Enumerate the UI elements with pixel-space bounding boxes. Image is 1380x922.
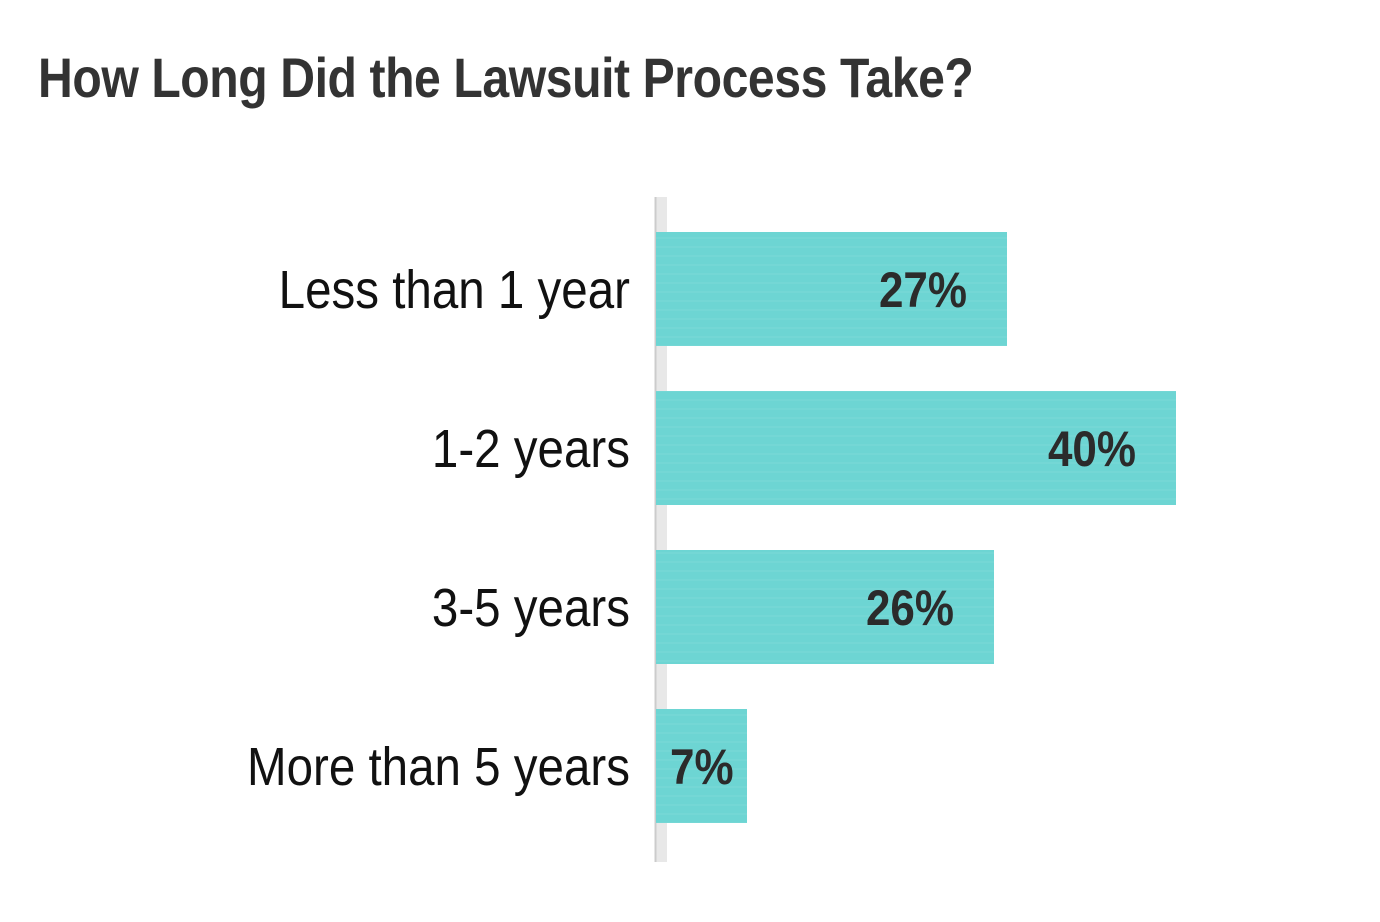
bar-texture-2 bbox=[656, 391, 1176, 505]
bars-layer: Less than 1 year 27% 1-2 years 40% 3-5 years… bbox=[247, 232, 1176, 823]
category-label-1: Less than 1 year bbox=[279, 259, 630, 320]
axis-line-shadow bbox=[655, 197, 667, 862]
category-label-4: More than 5 years bbox=[247, 736, 630, 797]
category-label-2: 1-2 years bbox=[432, 418, 630, 479]
bar-texture-3 bbox=[656, 550, 994, 664]
bar-texture-1 bbox=[656, 232, 1007, 346]
value-label-4: 7% bbox=[670, 738, 734, 794]
value-label-1: 27% bbox=[879, 261, 967, 317]
value-label-2: 40% bbox=[1048, 420, 1136, 476]
value-label-3: 26% bbox=[866, 579, 954, 635]
chart-title: How Long Did the Lawsuit Process Take? bbox=[38, 46, 974, 109]
category-label-3: 3-5 years bbox=[432, 577, 630, 638]
bar-texture-4 bbox=[656, 709, 747, 823]
